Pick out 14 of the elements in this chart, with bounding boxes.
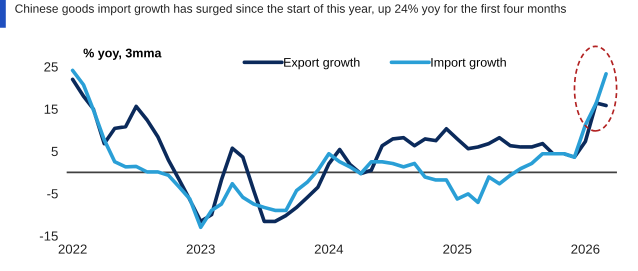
y-tick-label: 15 xyxy=(44,104,58,114)
y-tick-label: -15 xyxy=(40,231,58,241)
y-axis-title: % yoy, 3mma xyxy=(83,48,162,60)
y-tick-label: -5 xyxy=(47,189,58,198)
legend-label: Import growth xyxy=(431,58,506,70)
x-tick-label: 2024 xyxy=(314,244,344,254)
legend-label: Export growth xyxy=(284,58,360,70)
y-tick-label: 25 xyxy=(44,62,58,72)
x-tick-label: 2025 xyxy=(443,244,472,254)
x-tick-label: 2022 xyxy=(58,244,87,254)
y-tick-label: 5 xyxy=(52,146,58,156)
x-tick-label: 2023 xyxy=(186,244,215,254)
x-tick-label: 2026 xyxy=(571,244,600,254)
chart-subtitle: Chinese goods import growth has surged since the start of this year, up 24% yoy for the first four months xyxy=(15,4,566,16)
